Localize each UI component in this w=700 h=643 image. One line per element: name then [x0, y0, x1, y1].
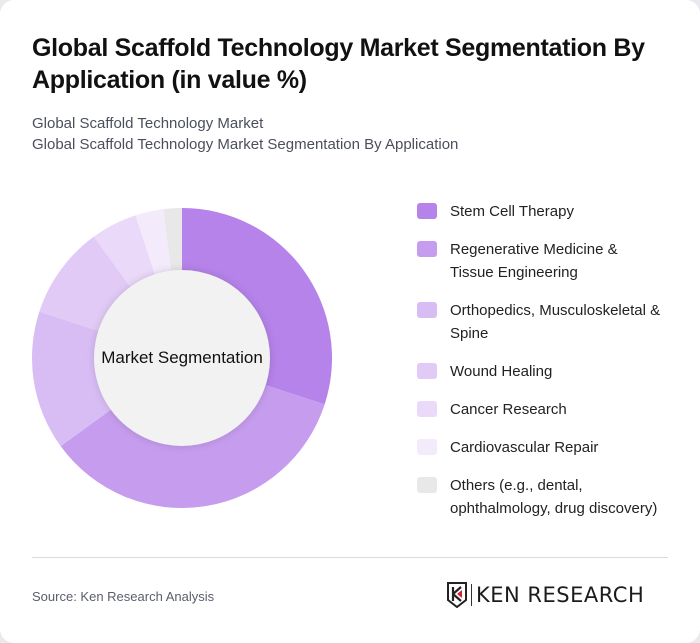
subtitle-line-2: Global Scaffold Technology Market Segmen… [32, 136, 459, 153]
legend-label: Stem Cell Therapy [450, 203, 574, 220]
donut-svg [32, 208, 332, 508]
source-note: Source: Ken Research Analysis [32, 589, 215, 604]
legend-label: Others (e.g., dental, ophthalmology, dru… [450, 477, 658, 517]
legend-swatch [417, 439, 437, 455]
legend-swatch [417, 203, 437, 219]
legend-item: Stem Cell Therapy [417, 200, 687, 223]
legend-item: Others (e.g., dental, ophthalmology, dru… [417, 474, 687, 520]
page-title: Global Scaffold Technology Market Segmen… [32, 34, 645, 94]
donut-hole [94, 270, 270, 446]
legend-swatch [417, 302, 437, 318]
logo-text: KEN RESEARCH [476, 583, 645, 607]
legend-label: Orthopedics, Musculoskeletal & Spine [450, 302, 661, 342]
legend-swatch [417, 241, 437, 257]
legend-item: Wound Healing [417, 360, 687, 383]
legend: Stem Cell Therapy Regenerative Medicine … [417, 200, 687, 535]
subtitle-line-1: Global Scaffold Technology Market [32, 115, 264, 132]
subtitle: Global Scaffold Technology Market Global… [32, 113, 458, 155]
legend-label: Regenerative Medicine & Tissue Engineeri… [450, 241, 618, 281]
legend-item: Cancer Research [417, 398, 687, 421]
legend-label: Wound Healing [450, 363, 553, 380]
ken-research-logo: KEN RESEARCH [447, 582, 644, 608]
legend-item: Regenerative Medicine & Tissue Engineeri… [417, 238, 687, 284]
legend-swatch [417, 363, 437, 379]
legend-swatch [417, 401, 437, 417]
ken-research-k-shield-icon [447, 582, 467, 608]
legend-label: Cardiovascular Repair [450, 439, 599, 456]
legend-item: Orthopedics, Musculoskeletal & Spine [417, 299, 687, 345]
footer-divider [32, 557, 668, 558]
legend-label: Cancer Research [450, 401, 567, 418]
center-label: Market Segmentation [101, 348, 263, 367]
donut-chart: Market Segmentation [32, 208, 332, 508]
logo-separator [471, 584, 472, 606]
legend-item: Cardiovascular Repair [417, 436, 687, 459]
legend-swatch [417, 477, 437, 493]
